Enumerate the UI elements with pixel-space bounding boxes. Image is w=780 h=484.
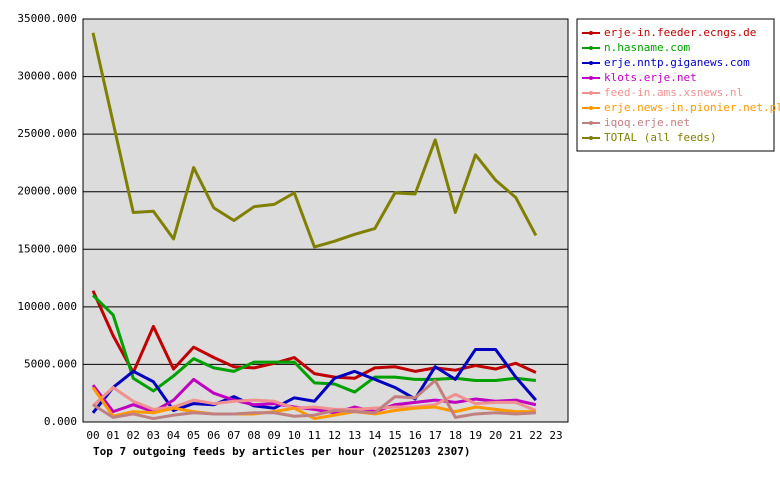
x-tick-label: 20 bbox=[489, 429, 502, 442]
x-tick-label: 02 bbox=[127, 429, 140, 442]
x-tick-label: 23 bbox=[549, 429, 562, 442]
series-line bbox=[91, 386, 536, 421]
x-tick-label: 04 bbox=[167, 429, 181, 442]
legend-marker bbox=[589, 136, 593, 140]
x-tick-label: 12 bbox=[328, 429, 341, 442]
legend-label: erje.nntp.giganews.com bbox=[604, 56, 750, 69]
y-tick-label: 0.000 bbox=[44, 415, 77, 428]
legend-marker bbox=[589, 121, 593, 125]
series-line bbox=[91, 294, 537, 394]
legend-label: klots.erje.net bbox=[604, 71, 697, 84]
x-tick-label: 10 bbox=[288, 429, 301, 442]
legend-marker bbox=[589, 46, 593, 50]
legend-marker bbox=[589, 91, 593, 95]
x-tick-label: 15 bbox=[388, 429, 401, 442]
y-tick-label: 35000.000 bbox=[17, 12, 77, 25]
x-tick-label: 11 bbox=[308, 429, 321, 442]
series-line bbox=[91, 385, 537, 412]
legend-label: feed-in.ams.xsnews.nl bbox=[604, 86, 743, 99]
legend-label: iqoq.erje.net bbox=[604, 116, 690, 129]
x-tick-label: 22 bbox=[529, 429, 542, 442]
x-tick-label: 06 bbox=[207, 429, 220, 442]
x-tick-label: 18 bbox=[449, 429, 462, 442]
legend-marker bbox=[589, 31, 593, 35]
x-tick-label: 14 bbox=[368, 429, 382, 442]
y-tick-label: 25000.000 bbox=[17, 127, 77, 140]
legend-marker bbox=[589, 106, 593, 110]
chart-title: Top 7 outgoing feeds by articles per hou… bbox=[93, 445, 471, 458]
series-line bbox=[91, 347, 537, 414]
x-tick-label: 19 bbox=[469, 429, 482, 442]
x-tick-label: 09 bbox=[268, 429, 281, 442]
legend-label: erje.news-in.pionier.net.pl bbox=[604, 101, 780, 114]
series-line bbox=[92, 379, 536, 421]
x-tick-label: 21 bbox=[509, 429, 522, 442]
legend-box bbox=[576, 18, 775, 152]
x-tick-label: 03 bbox=[147, 429, 160, 442]
legend-label: erje-in.feeder.ecngs.de bbox=[604, 26, 756, 39]
plot-area bbox=[82, 18, 569, 423]
x-tick-label: 07 bbox=[227, 429, 240, 442]
x-tick-label: 00 bbox=[86, 429, 99, 442]
y-tick-label: 20000.000 bbox=[17, 185, 77, 198]
y-tick-label: 5000.000 bbox=[24, 357, 77, 370]
legend-marker bbox=[589, 76, 593, 80]
legend-label: TOTAL (all feeds) bbox=[604, 131, 717, 144]
x-tick-label: 13 bbox=[348, 429, 361, 442]
x-tick-label: 05 bbox=[187, 429, 200, 442]
legend-marker bbox=[589, 61, 593, 65]
legend-label: n.hasname.com bbox=[604, 41, 690, 54]
x-tick-label: 17 bbox=[429, 429, 442, 442]
x-tick-label: 08 bbox=[247, 429, 260, 442]
x-tick-label: 01 bbox=[107, 429, 120, 442]
x-tick-label: 16 bbox=[408, 429, 421, 442]
y-tick-label: 30000.000 bbox=[17, 70, 77, 83]
series-line bbox=[91, 32, 538, 249]
y-tick-label: 15000.000 bbox=[17, 242, 77, 255]
y-tick-label: 10000.000 bbox=[17, 300, 77, 313]
series-line bbox=[91, 377, 537, 415]
